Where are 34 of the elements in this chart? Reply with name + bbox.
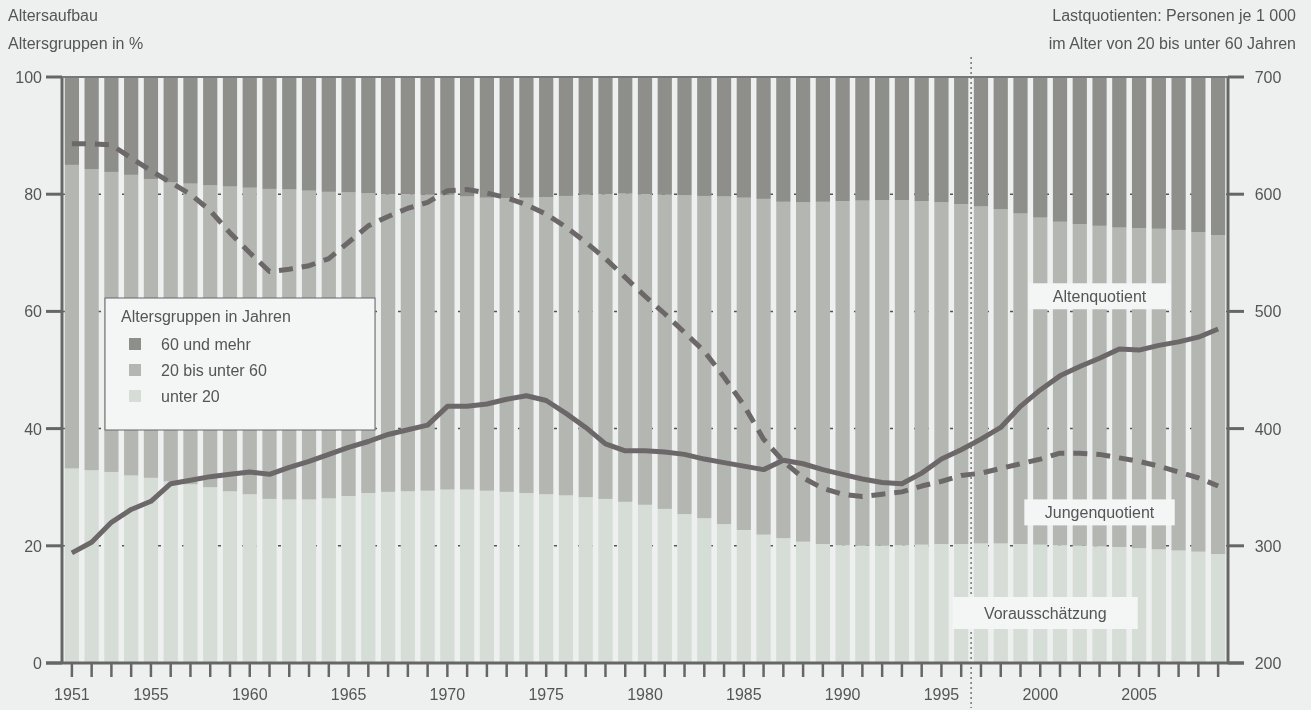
chart-title: Altersaufbau	[8, 7, 98, 24]
y-tick-label: 40	[24, 420, 43, 438]
x-tick-label: 1995	[923, 686, 960, 703]
y-tick-label: 60	[24, 303, 43, 321]
y2-tick-label: 200	[1254, 655, 1282, 672]
y2-tick-label: 500	[1254, 303, 1282, 321]
x-tick-label: 2000	[1022, 686, 1059, 703]
x-tick-label: 1970	[429, 686, 466, 703]
text: Jungenquotient	[1044, 504, 1155, 522]
y-tick-label: 20	[24, 537, 43, 555]
y2-tick-label: 600	[1254, 186, 1282, 204]
legend-title: Altersgruppen in Jahren	[121, 308, 291, 325]
legend-label: unter 20	[161, 388, 220, 405]
x-tick-label: 1990	[824, 686, 861, 703]
annotation: Vorausschätzung	[983, 605, 1107, 622]
y2-tick-label: 700	[1254, 69, 1282, 86]
x-tick-label: 1980	[627, 686, 663, 703]
legend-label: 20 bis unter 60	[161, 362, 267, 379]
x-tick-label: 2005	[1121, 686, 1157, 703]
y-axis-title: Altersgruppen in %	[8, 35, 144, 52]
text: Altenquotient	[1052, 288, 1147, 306]
y2-tick-label: 300	[1254, 537, 1282, 555]
y-tick-label: 80	[24, 186, 43, 204]
y-tick-label: 100	[15, 69, 43, 86]
x-tick-label: 1955	[133, 686, 169, 703]
x-tick-label: 1951	[54, 686, 90, 703]
legend-label: 60 und mehr	[161, 336, 252, 353]
x-tick-label: 1965	[330, 686, 367, 703]
x-tick-label: 1975	[528, 686, 565, 703]
y2-tick-label: 400	[1254, 420, 1282, 438]
x-tick-label: 1960	[231, 686, 268, 703]
y-tick-label: 0	[33, 655, 43, 672]
x-tick-label: 1985	[726, 686, 762, 703]
y2-axis-title: Lastquotienten: Personen je 1 000 im Alter von 20 bis unter 60 Jahren	[1048, 7, 1297, 52]
